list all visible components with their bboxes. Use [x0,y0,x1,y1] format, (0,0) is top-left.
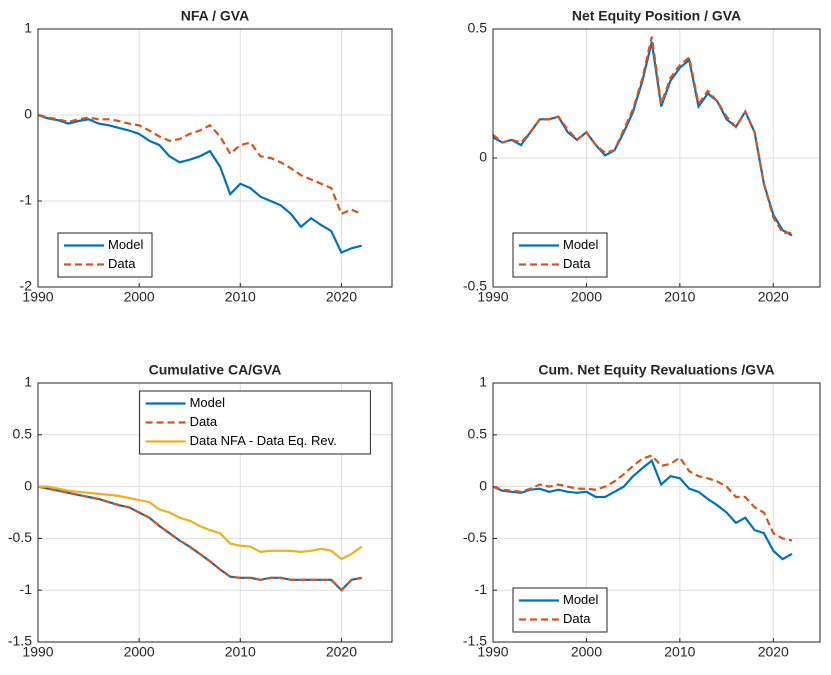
data-line [492,36,792,234]
legend-label: Data NFA - Data Eq. Rev. [190,433,337,448]
y-tick-label: 0 [479,149,487,165]
legend-label: Model [563,592,599,607]
data-line [38,485,363,561]
legend-label: Data [563,611,591,626]
y-tick-label: 0 [24,477,32,493]
x-tick-label: 1990 [22,289,53,305]
x-tick-label: 1990 [22,644,53,660]
legend-label: Model [563,237,599,252]
y-tick-label: -2 [20,278,33,294]
y-tick-label: 0.5 [13,426,33,442]
legend-label: Model [190,395,226,410]
chart-title: Cum. Net Equity Revaluations /GVA [538,362,774,378]
chart-title: Cumulative CA/GVA [149,362,282,378]
legend-label: Data [108,256,136,271]
y-tick-label: -1 [475,581,488,597]
data-line [492,458,793,561]
y-tick-label: -0.5 [463,529,487,545]
x-tick-label: 2000 [124,644,155,660]
x-tick-label: 2010 [225,289,256,305]
legend-box [57,232,153,278]
x-tick-label: 2000 [571,644,602,660]
axes-box [37,28,393,288]
y-tick-label: 1 [479,374,487,390]
x-tick-label: 2020 [758,644,789,660]
x-tick-label: 2010 [664,644,695,660]
y-tick-label: -1.5 [8,633,32,649]
legend-box [139,390,371,455]
legend-box [512,232,608,278]
y-tick-label: 1 [24,20,32,36]
legend-label: Data [563,256,591,271]
x-tick-label: 1990 [477,289,508,305]
x-tick-label: 2010 [664,289,695,305]
x-tick-label: 2020 [758,289,789,305]
axes-box [492,28,821,288]
y-tick-label: 0.5 [468,426,488,442]
y-tick-label: 1 [24,374,32,390]
data-line [37,113,362,255]
legend-box [512,587,608,633]
y-tick-label: 0 [24,106,32,122]
axes-box [492,382,821,643]
x-tick-label: 2010 [225,644,256,660]
y-tick-label: -0.5 [463,278,487,294]
y-tick-label: -1 [20,581,33,597]
x-tick-label: 2020 [326,644,357,660]
x-tick-label: 2000 [571,289,602,305]
chart-title: Net Equity Position / GVA [572,8,741,24]
x-tick-label: 1990 [477,644,508,660]
y-tick-label: -1 [20,192,33,208]
y-tick-label: -1.5 [463,633,487,649]
legend-label: Data [190,414,218,429]
axes-box [37,382,393,643]
y-tick-label: 0 [479,477,487,493]
x-tick-label: 2000 [124,289,155,305]
data-line [37,113,363,216]
y-tick-label: 0.5 [468,20,488,36]
legend-label: Model [108,237,144,252]
x-tick-label: 2020 [326,289,357,305]
chart-title: NFA / GVA [181,8,249,24]
y-tick-label: -0.5 [8,529,32,545]
data-line [37,485,362,592]
